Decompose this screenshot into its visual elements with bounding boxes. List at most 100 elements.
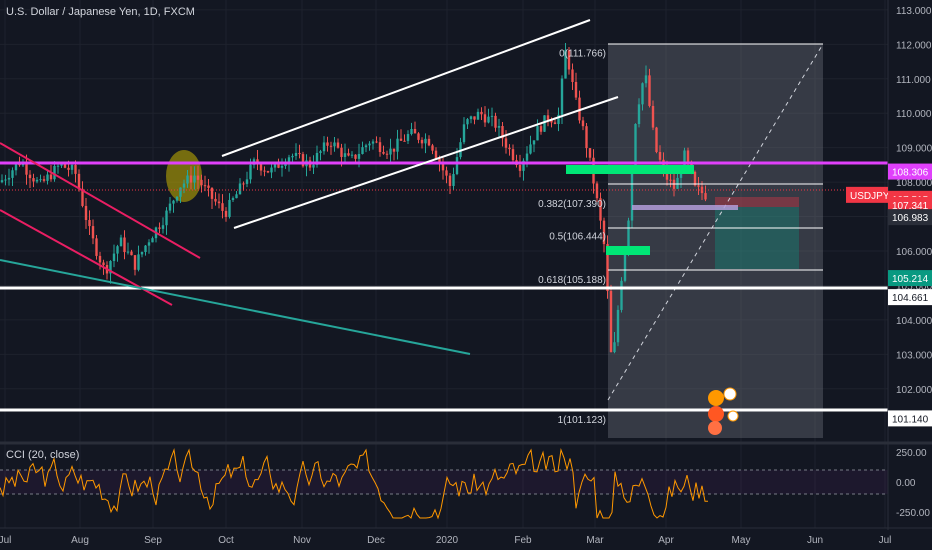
event-icon[interactable] [708,421,722,435]
candle-body [385,153,389,155]
y-tick-label: 109.000 [896,144,932,155]
candle-body [546,115,550,120]
candle-body [392,148,396,152]
y-tick-label: 110.000 [896,109,932,120]
candle-body [483,114,487,123]
fib-retracement-box[interactable] [608,44,823,438]
candle-body [224,210,228,217]
candle-body [620,280,623,310]
x-tick-label: Sep [144,535,162,546]
candle-body [200,179,203,186]
price-label [888,209,932,226]
price-label [888,289,932,306]
candle-body [522,160,525,171]
green-zone-upper[interactable] [566,165,694,174]
candle-body [378,142,382,152]
candle-body [368,143,371,146]
candle-body [606,244,609,292]
channel-lower-line[interactable] [233,96,619,229]
candle-body [564,50,567,79]
candle-body [343,153,347,157]
candle-body [333,142,336,147]
candle-body [161,225,165,229]
candle-body [123,237,126,253]
entry-zone[interactable] [632,205,738,210]
x-tick-label: Dec [367,535,385,546]
position-stop-zone [715,197,799,207]
candle-body [623,251,627,281]
candle-body [109,261,112,274]
candle-body [312,164,315,168]
candle-body [74,164,77,174]
candle-body [172,200,175,204]
candle-body [322,142,326,152]
event-icon[interactable] [708,390,724,406]
y-tick-label: 105.000 [896,281,932,292]
candle-body [263,170,266,172]
candle-body [144,245,147,252]
candle-body [63,163,67,168]
candle-body [95,238,98,256]
fib-trend-diagonal[interactable] [607,43,824,401]
candle-body [228,199,231,217]
candle-body [326,142,329,146]
fib-level-label: 0.5(106.444) [549,232,606,243]
candle-body [294,152,298,156]
candle-body [609,291,613,353]
candle-body [60,163,63,166]
candle-body [238,183,242,195]
candle-body [424,138,427,144]
candle-body [315,152,319,165]
symbol-label [846,186,888,203]
candle-body [32,178,35,182]
y-tick-label: 113.000 [896,6,932,17]
price-label [888,270,932,287]
green-zone-lower[interactable] [606,246,650,255]
candle-body [133,255,137,270]
price-label-text: 108.306 [892,168,929,179]
y-tick-label: 111.000 [896,75,931,86]
candle-body [350,154,354,156]
candle-body [651,105,655,128]
candle-body [21,164,25,166]
time-axis[interactable]: Jul Aug Sep Oct Nov Dec 2020 Feb Mar Apr May Jun Jul [0,535,891,546]
price-label [888,410,932,427]
candle-body [280,165,284,168]
candle-body [693,171,697,186]
candle-body [441,163,445,171]
candle-body [53,165,56,180]
candle-body [266,170,270,173]
candle-body [434,150,438,159]
event-icon[interactable] [723,387,737,401]
event-icons[interactable] [708,387,739,435]
candle-body [112,253,116,262]
candle-body [476,111,480,120]
candle-body [77,173,81,189]
x-tick-label: Aug [71,535,89,546]
teal-trend-line[interactable] [0,259,471,355]
candle-body [259,164,263,171]
candle-body [193,175,196,183]
candle-body [658,152,662,160]
fib-labels: 0(111.766) 0.382(107.390) 0.5(106.444) 0.61… [538,48,606,426]
candle-body [151,238,154,243]
candle-body [473,116,476,120]
candle-body [567,50,571,70]
x-tick-label: Nov [293,535,311,546]
cci-title: CCI (20, close) [6,449,80,461]
candle-body [501,126,504,139]
event-icon[interactable] [708,406,724,422]
candle-body [270,167,273,173]
event-icon[interactable] [727,410,739,422]
downtrend-line-upper[interactable] [0,142,201,259]
candle-body [357,153,361,159]
y-tick-label: 104.000 [896,316,932,327]
candle-body [438,158,441,164]
candle-body [497,126,501,128]
channel-upper-line[interactable] [221,19,591,157]
highlight-ellipse[interactable] [166,150,202,202]
candle-body [245,179,249,184]
fib-level-label: 0(111.766) [559,48,606,59]
candle-body [7,177,11,180]
